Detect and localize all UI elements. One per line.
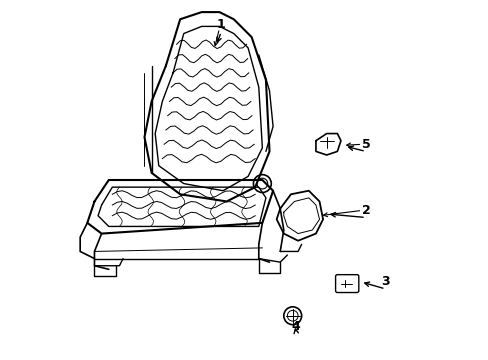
Text: 3: 3 <box>381 275 389 288</box>
FancyBboxPatch shape <box>335 275 358 293</box>
Text: 4: 4 <box>291 320 300 333</box>
Text: 1: 1 <box>217 18 225 31</box>
Text: 5: 5 <box>361 138 369 151</box>
Text: 2: 2 <box>361 204 369 217</box>
